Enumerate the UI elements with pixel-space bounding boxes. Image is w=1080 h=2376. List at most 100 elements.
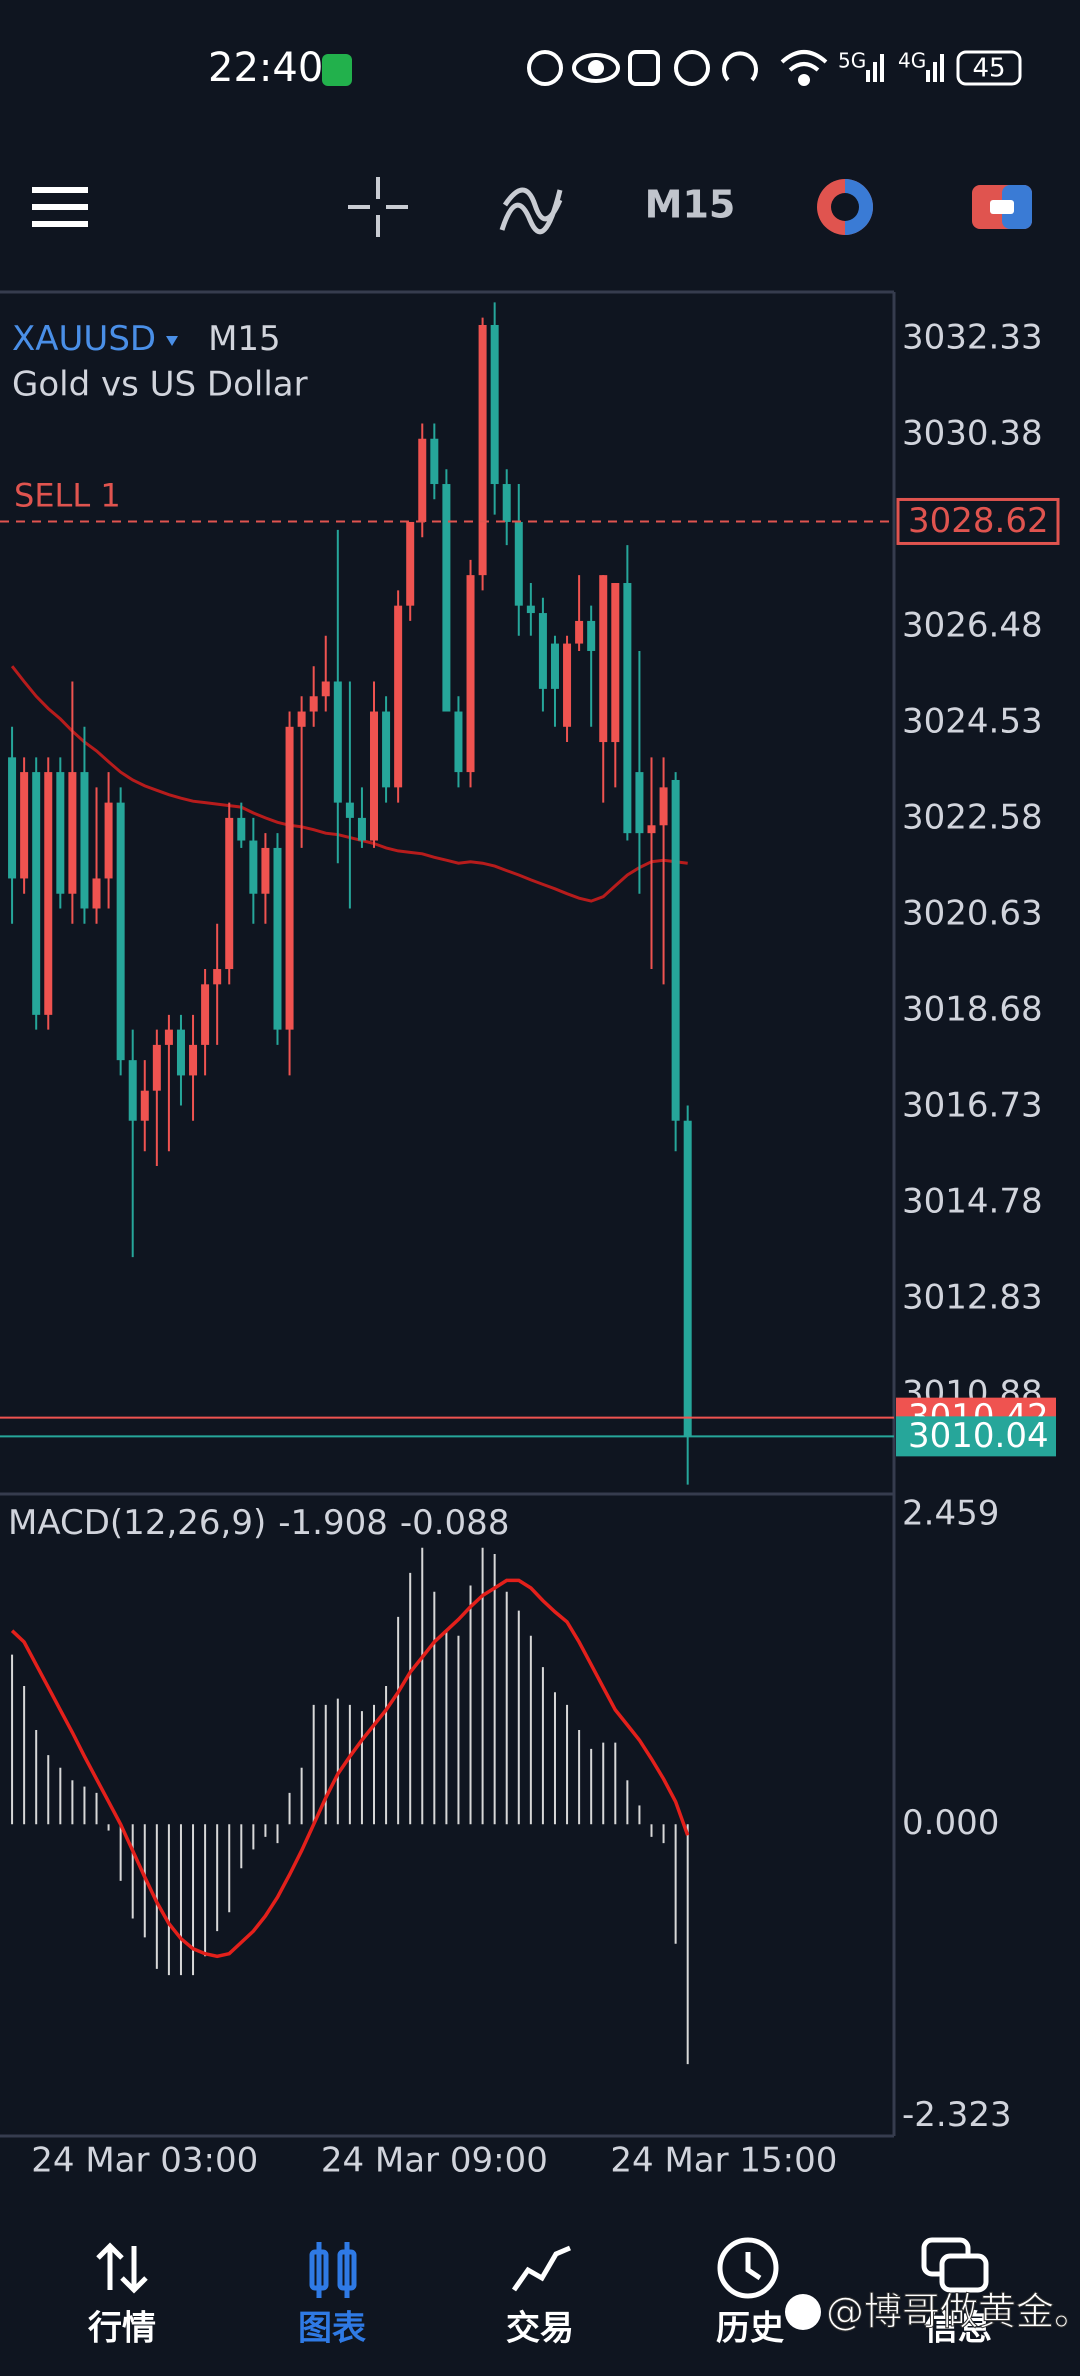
candle-body bbox=[152, 1044, 161, 1091]
y-tick-label: 3018.68 bbox=[902, 989, 1043, 1029]
plots: 3032.33 3030.38 3026.48 3024.53 3022.58 3020.… bbox=[0, 302, 1060, 2181]
nav-tab[interactable]: 行情 bbox=[88, 2309, 156, 2349]
candle-body bbox=[213, 969, 222, 985]
y-tick-label: -2.323 bbox=[902, 2095, 1012, 2135]
candle-body bbox=[309, 696, 318, 712]
candle-body bbox=[671, 779, 680, 1121]
x-tick-label: 24 Mar 15:00 bbox=[610, 2141, 837, 2181]
battery bbox=[956, 50, 1022, 86]
candle-body bbox=[418, 438, 427, 522]
chart-frame bbox=[0, 290, 896, 2138]
candle-body bbox=[80, 772, 89, 909]
timeframe-button[interactable]: M15 bbox=[645, 183, 736, 227]
order-price-box bbox=[896, 497, 1060, 545]
candle-body bbox=[128, 1060, 137, 1121]
candle-body bbox=[20, 772, 29, 879]
candle-body bbox=[683, 1120, 692, 1437]
candle-body bbox=[345, 802, 354, 818]
candle-body bbox=[635, 772, 644, 834]
candle-body bbox=[575, 620, 584, 644]
watermark: @博哥做黄金。 bbox=[826, 2290, 1080, 2334]
macd-value: -1.908 bbox=[278, 1503, 388, 1543]
candle-body bbox=[478, 324, 487, 576]
candle-body bbox=[321, 681, 330, 697]
candle-body bbox=[249, 840, 258, 894]
macd-header: MACD(12,26,9) -1.908 -0.088 bbox=[8, 1503, 509, 1543]
signal-value: -0.088 bbox=[400, 1503, 510, 1543]
order-label: SELL 1 bbox=[14, 476, 121, 514]
hourglass-icon bbox=[322, 54, 352, 86]
candle-body bbox=[92, 878, 101, 909]
y-tick-label: 3024.53 bbox=[902, 701, 1043, 741]
candles bbox=[8, 302, 692, 1485]
signal-bars bbox=[866, 54, 944, 82]
y-tick-label: 3030.38 bbox=[902, 413, 1043, 453]
y-tick-label: 0.000 bbox=[902, 1803, 999, 1843]
trade-button[interactable] bbox=[817, 179, 873, 235]
network-4g: 4G bbox=[898, 49, 926, 73]
y-tick-label: 3016.73 bbox=[902, 1085, 1043, 1125]
candle-body bbox=[56, 772, 65, 894]
x-tick-label: 24 Mar 03:00 bbox=[31, 2141, 258, 2181]
crosshair-button[interactable] bbox=[348, 177, 408, 237]
candle-body bbox=[8, 757, 17, 879]
candle-body bbox=[44, 772, 53, 1015]
y-tick-label: 3026.48 bbox=[902, 605, 1043, 645]
candle-body bbox=[538, 613, 547, 689]
candle-body bbox=[623, 583, 632, 834]
x-tick-label: 24 Mar 09:00 bbox=[321, 2141, 548, 2181]
candle-body bbox=[176, 1029, 185, 1076]
candle-body bbox=[647, 825, 656, 834]
nav-tab[interactable]: 信息 bbox=[924, 2309, 992, 2349]
account-button[interactable] bbox=[972, 185, 1032, 229]
timeframe: M15 bbox=[208, 319, 281, 359]
y-tick-label: 2.459 bbox=[902, 1494, 999, 1534]
y-tick-label: 3032.33 bbox=[902, 317, 1043, 357]
candle-body bbox=[104, 802, 113, 879]
candle-body bbox=[659, 787, 668, 826]
candle-body bbox=[466, 575, 475, 773]
status-icons bbox=[527, 50, 828, 86]
candle-body bbox=[164, 1029, 173, 1045]
candle-body bbox=[394, 605, 403, 788]
candle-body bbox=[285, 726, 294, 1030]
bid-price-box bbox=[896, 1416, 1056, 1457]
candle-body bbox=[442, 484, 451, 712]
candle-body bbox=[382, 711, 391, 788]
nav-tab[interactable]: 图表 bbox=[298, 2309, 366, 2349]
signal-line bbox=[10, 1578, 690, 1959]
symbol: XAUUSD bbox=[12, 319, 156, 359]
network-5g: 5G bbox=[838, 49, 866, 73]
candle-body bbox=[490, 324, 499, 485]
candle-body bbox=[526, 605, 535, 614]
candle-body bbox=[116, 802, 125, 1061]
battery-level: 45 bbox=[972, 54, 1005, 84]
candle-body bbox=[550, 643, 559, 689]
candle-body bbox=[611, 583, 620, 743]
candle-body bbox=[370, 711, 379, 841]
nav-tab[interactable]: 交易 bbox=[506, 2309, 574, 2349]
nav-tab[interactable]: 历史 bbox=[716, 2309, 784, 2349]
menu-button[interactable] bbox=[32, 187, 88, 227]
candle-body bbox=[563, 643, 572, 727]
y-tick-label: 3022.58 bbox=[902, 797, 1043, 837]
indicators-button[interactable] bbox=[499, 187, 563, 235]
candle-body bbox=[587, 620, 596, 651]
candle-body bbox=[261, 847, 270, 894]
candle-body bbox=[357, 817, 366, 841]
candle-body bbox=[32, 772, 41, 1015]
candle-body bbox=[430, 438, 439, 485]
symbol-dropdown[interactable] bbox=[166, 336, 178, 346]
candle-body bbox=[189, 1044, 198, 1076]
nav-icons bbox=[96, 2237, 989, 2299]
candle-body bbox=[333, 681, 342, 803]
bottom-nav: 行情 图表 交易 历史 信息 bbox=[88, 2309, 992, 2349]
candle-body bbox=[406, 521, 415, 606]
candle-body bbox=[454, 711, 463, 773]
candle-body bbox=[225, 817, 234, 970]
y-tick-label: 3012.83 bbox=[902, 1277, 1043, 1317]
candle-body bbox=[68, 772, 77, 894]
